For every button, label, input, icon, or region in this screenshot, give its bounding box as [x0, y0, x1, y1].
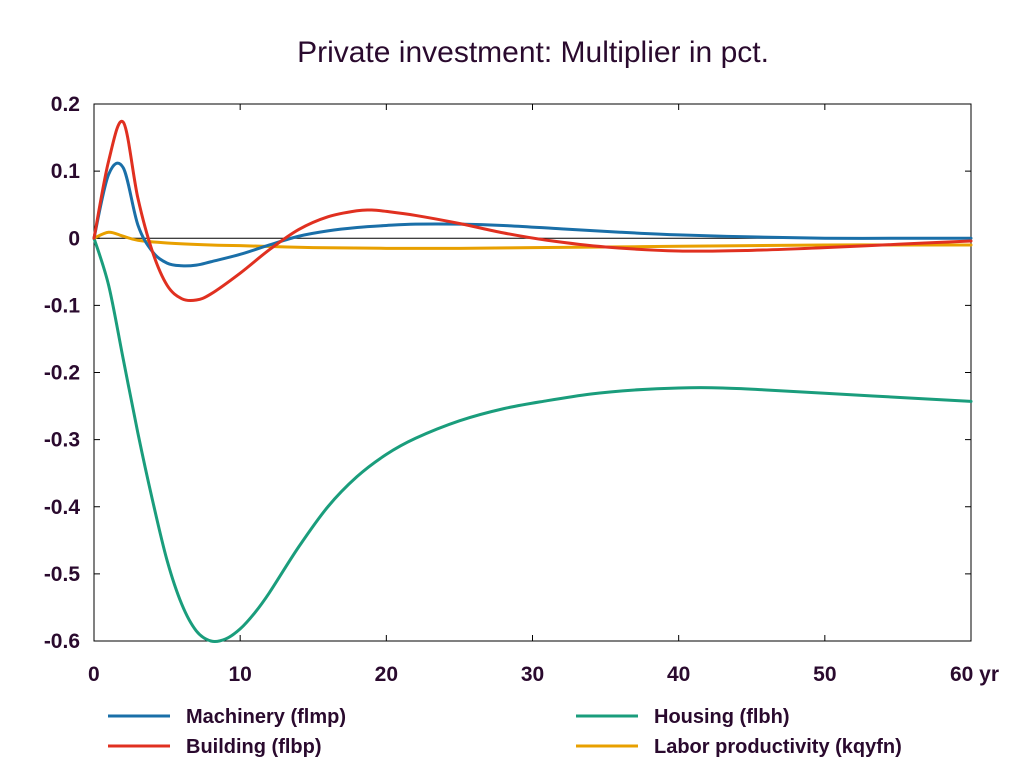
x-tick-label: 20 [375, 663, 398, 686]
x-tick-label: 40 [667, 663, 690, 686]
legend-label: Building (flbp) [186, 736, 322, 758]
legend-label: Housing (flbh) [654, 706, 790, 728]
y-tick-label: -0.2 [44, 362, 80, 385]
y-tick-label: -0.5 [44, 563, 81, 586]
legend-entry: Machinery (flmp) [108, 706, 346, 728]
x-tick-label: 0 [88, 663, 100, 686]
series-line-machinery [92, 161, 973, 268]
legend-entry: Building (flbp) [108, 736, 322, 758]
y-tick-label: -0.1 [44, 294, 81, 317]
series-line-housing [92, 236, 973, 644]
y-tick-label: 0.2 [51, 93, 80, 116]
plot-frame [93, 103, 972, 642]
series-line-building [92, 119, 973, 303]
legend-entry: Housing (flbh) [576, 706, 790, 728]
y-tick-label: -0.3 [44, 429, 80, 452]
legend-entry: Labor productivity (kqyfn) [576, 736, 902, 758]
plot-area: 0.2 0.1 0 -0.1 -0.2 -0.3 -0.4 -0.5 -0.6 0 10 20 30 40… [44, 93, 999, 686]
y-tick-label: 0.1 [51, 160, 81, 183]
y-tick-label: 0 [68, 227, 80, 250]
legend-label: Labor productivity (kqyfn) [654, 736, 902, 758]
legend: Machinery (flmp) Building (flbp) Housing (… [108, 706, 902, 758]
x-tick-label: 10 [228, 663, 251, 686]
y-tick-label: -0.4 [44, 496, 81, 519]
series-line-labor [92, 230, 973, 250]
chart-title: Private investment: Multiplier in pct. [297, 36, 769, 69]
y-tick-label: -0.6 [44, 630, 80, 653]
x-tick-label: 30 [521, 663, 544, 686]
x-tick-label: 50 [813, 663, 836, 686]
legend-label: Machinery (flmp) [186, 706, 346, 728]
x-tick-label: 60 yr [950, 663, 999, 686]
